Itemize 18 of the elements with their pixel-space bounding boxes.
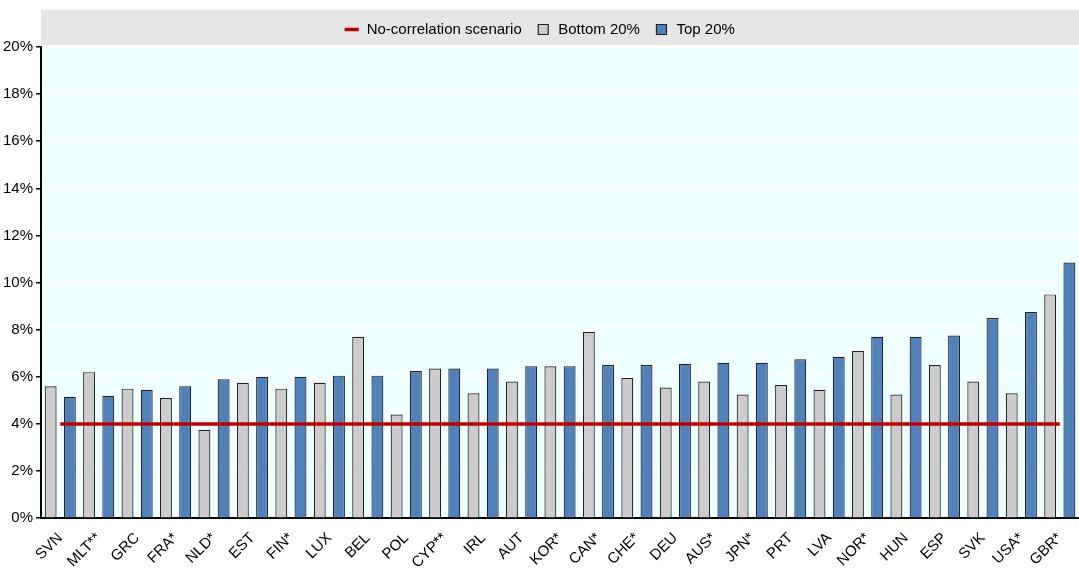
y-tick-label: 12% — [2, 225, 34, 243]
y-tick-label: 20% — [2, 37, 34, 55]
y-tick-label: 14% — [2, 178, 34, 196]
x-tick-label: POL — [378, 528, 412, 562]
x-tick-label: BEL — [340, 528, 373, 561]
legend-label: Top 20% — [676, 19, 735, 37]
legend-label: Bottom 20% — [558, 19, 640, 37]
y-tick-label: 10% — [2, 272, 34, 290]
y-tick-label: 2% — [11, 461, 34, 479]
legend-label: No-correlation scenario — [366, 19, 522, 37]
y-tick-label: 0% — [11, 508, 34, 526]
y-tick-label: 4% — [11, 414, 34, 432]
y-tick-label: 8% — [11, 319, 34, 337]
y-tick-label: 16% — [2, 131, 34, 149]
y-tick-label: 6% — [11, 366, 34, 384]
y-tick-label: 18% — [2, 84, 34, 102]
x-tick-label: IRL — [459, 528, 489, 558]
x-tick-label: LVA — [803, 528, 835, 560]
